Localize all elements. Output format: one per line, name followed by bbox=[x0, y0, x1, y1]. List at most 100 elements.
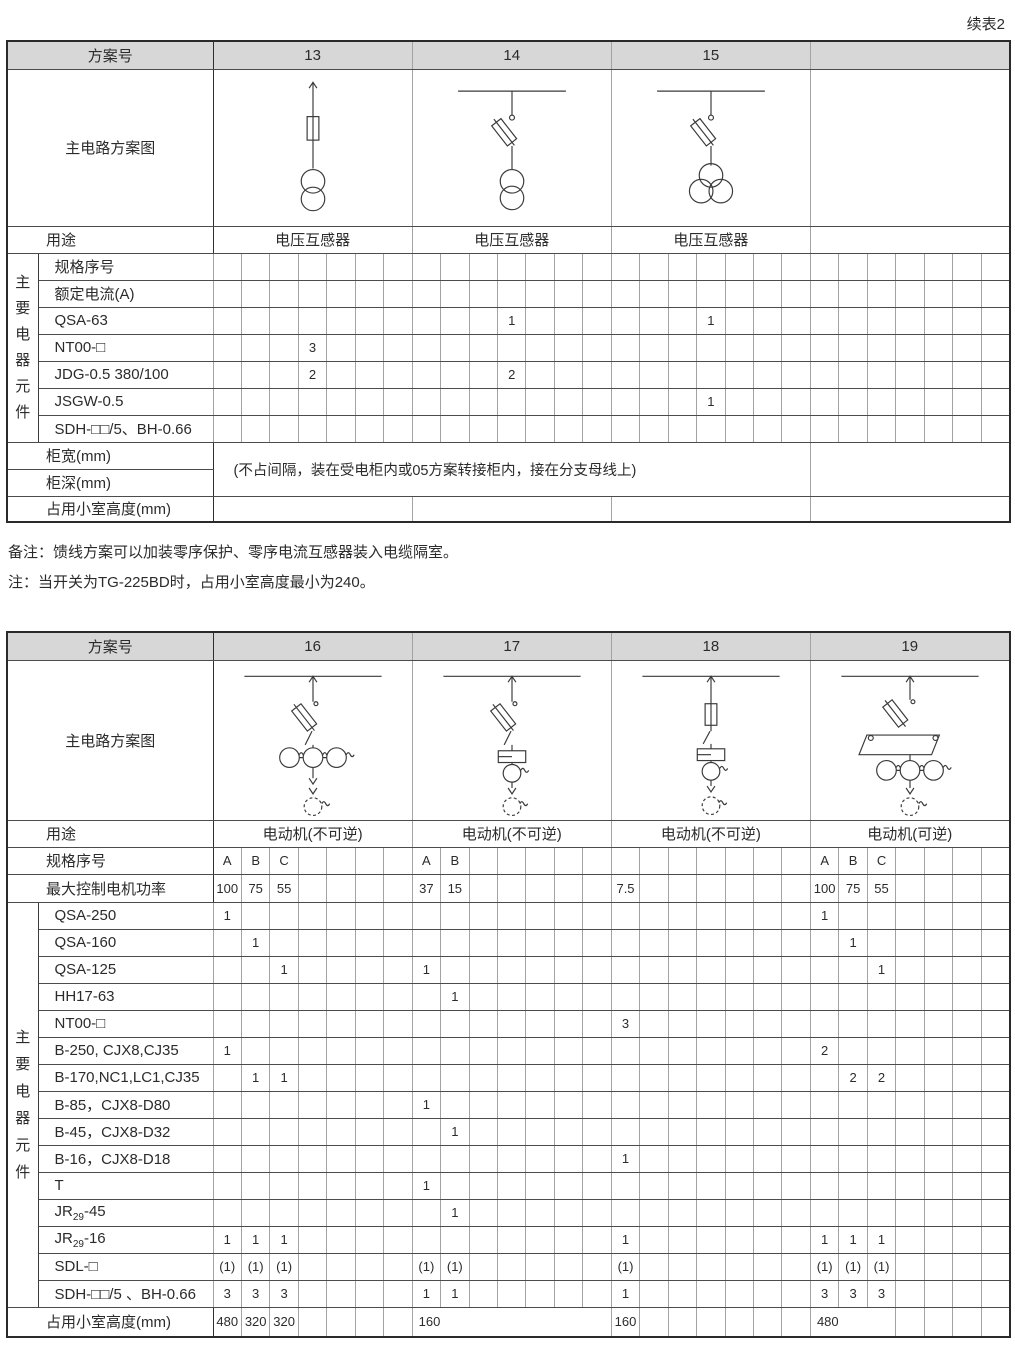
value-cell: 480 bbox=[212, 1306, 242, 1338]
value-cell: 100 bbox=[809, 873, 840, 903]
value-cell bbox=[696, 360, 726, 389]
value-cell bbox=[383, 1090, 413, 1119]
value-cell: 1 bbox=[838, 1225, 868, 1254]
value-cell bbox=[838, 387, 868, 416]
value-cell: 2 bbox=[866, 1063, 897, 1092]
value-cell bbox=[383, 873, 413, 903]
value-cell bbox=[781, 1279, 811, 1308]
value-cell bbox=[582, 1117, 612, 1146]
value-cell bbox=[752, 1171, 783, 1200]
scheme-table-13-15: 方案号 13 14 15 主电路方案图 用途 电压互感器 电压互感器 电压互感器主要电器元件规格… bbox=[6, 40, 1011, 523]
value-cell: 100 bbox=[212, 873, 242, 903]
value-cell bbox=[980, 1009, 1011, 1038]
value-cell bbox=[525, 387, 555, 416]
value-cell bbox=[696, 1090, 726, 1119]
scheme-number-blank bbox=[809, 40, 1011, 70]
value-cell bbox=[610, 1198, 641, 1227]
component-row-label: HH17-63 bbox=[37, 982, 214, 1011]
value-cell bbox=[525, 1144, 555, 1173]
value-cell bbox=[354, 901, 385, 930]
value-cell bbox=[553, 1063, 584, 1092]
value-cell bbox=[212, 1090, 242, 1119]
circuit-diagram-svg bbox=[443, 674, 581, 816]
value-cell bbox=[980, 1279, 1011, 1308]
usage-scheme-15: 电压互感器 bbox=[610, 225, 811, 254]
value-cell bbox=[724, 1306, 754, 1338]
value-cell: A bbox=[411, 846, 442, 875]
value-cell bbox=[468, 414, 498, 443]
value-cell bbox=[809, 387, 840, 416]
value-cell bbox=[667, 1171, 698, 1200]
value-cell bbox=[582, 846, 612, 875]
value-cell bbox=[696, 928, 726, 957]
value-cell bbox=[354, 306, 385, 335]
value-cell bbox=[212, 1198, 242, 1227]
value-cell bbox=[411, 414, 442, 443]
circuit-diagram-svg bbox=[642, 674, 780, 815]
value-cell bbox=[582, 306, 612, 335]
value-cell bbox=[724, 982, 754, 1011]
usage-scheme-16: 电动机(不可逆) bbox=[212, 819, 413, 848]
value-cell bbox=[240, 414, 271, 443]
value-cell bbox=[781, 901, 811, 930]
value-cell bbox=[895, 1225, 925, 1254]
value-cell bbox=[354, 279, 385, 308]
value-cell bbox=[724, 333, 754, 362]
value-cell bbox=[240, 306, 271, 335]
value-cell bbox=[610, 982, 641, 1011]
cabinet-height-value: 480 bbox=[809, 1306, 897, 1338]
value-cell bbox=[952, 1036, 982, 1065]
value-cell bbox=[440, 1225, 470, 1254]
value-cell bbox=[582, 928, 612, 957]
circuit-diagram-svg bbox=[457, 90, 566, 210]
value-cell bbox=[553, 901, 584, 930]
component-row-label: QSA-160 bbox=[37, 928, 214, 957]
value-cell bbox=[781, 928, 811, 957]
diagram-scheme-13 bbox=[212, 68, 413, 227]
value-cell bbox=[468, 1090, 498, 1119]
value-cell bbox=[724, 1198, 754, 1227]
component-row-label: JR29-45 bbox=[37, 1198, 214, 1227]
value-cell bbox=[980, 846, 1011, 875]
cabinet-depth-row-label: 柜深(mm) bbox=[6, 468, 214, 497]
value-cell bbox=[781, 982, 811, 1011]
value-cell bbox=[895, 252, 925, 281]
value-cell bbox=[952, 1009, 982, 1038]
scheme-number-header-label: 方案号 bbox=[6, 40, 214, 70]
value-cell bbox=[354, 414, 385, 443]
value-cell bbox=[923, 1171, 954, 1200]
value-cell bbox=[895, 1009, 925, 1038]
circuit-diagram-svg bbox=[300, 80, 325, 211]
value-cell bbox=[781, 1306, 811, 1338]
value-cell bbox=[895, 1117, 925, 1146]
value-cell bbox=[354, 333, 385, 362]
value-cell bbox=[553, 306, 584, 335]
value-cell bbox=[980, 1036, 1011, 1065]
value-cell bbox=[639, 928, 669, 957]
value-cell bbox=[297, 873, 328, 903]
cabinet-height-value: 160 bbox=[411, 1306, 612, 1338]
value-cell bbox=[297, 387, 328, 416]
value-cell bbox=[212, 982, 242, 1011]
value-cell bbox=[838, 955, 868, 984]
value-cell bbox=[553, 982, 584, 1011]
value-cell bbox=[326, 1117, 356, 1146]
scheme-table-16-19: 方案号 16 17 18 19 主电路方案图 用途 电动机(不可逆) 电动机(不可逆) 电动机(不… bbox=[6, 631, 1011, 1338]
value-cell bbox=[553, 1009, 584, 1038]
value-cell bbox=[752, 306, 783, 335]
value-cell bbox=[952, 873, 982, 903]
value-cell bbox=[582, 360, 612, 389]
value-cell bbox=[952, 955, 982, 984]
scheme-number-13: 13 bbox=[212, 40, 413, 70]
value-cell bbox=[752, 1198, 783, 1227]
component-row-label: 规格序号 bbox=[37, 252, 214, 281]
value-cell bbox=[354, 1252, 385, 1281]
value-cell bbox=[980, 955, 1011, 984]
value-cell bbox=[468, 279, 498, 308]
value-cell bbox=[781, 1225, 811, 1254]
value-cell bbox=[582, 1171, 612, 1200]
value-cell bbox=[696, 1306, 726, 1338]
value-cell bbox=[326, 1063, 356, 1092]
value-cell bbox=[923, 1117, 954, 1146]
continuation-table-label: 续表2 bbox=[966, 16, 1005, 33]
